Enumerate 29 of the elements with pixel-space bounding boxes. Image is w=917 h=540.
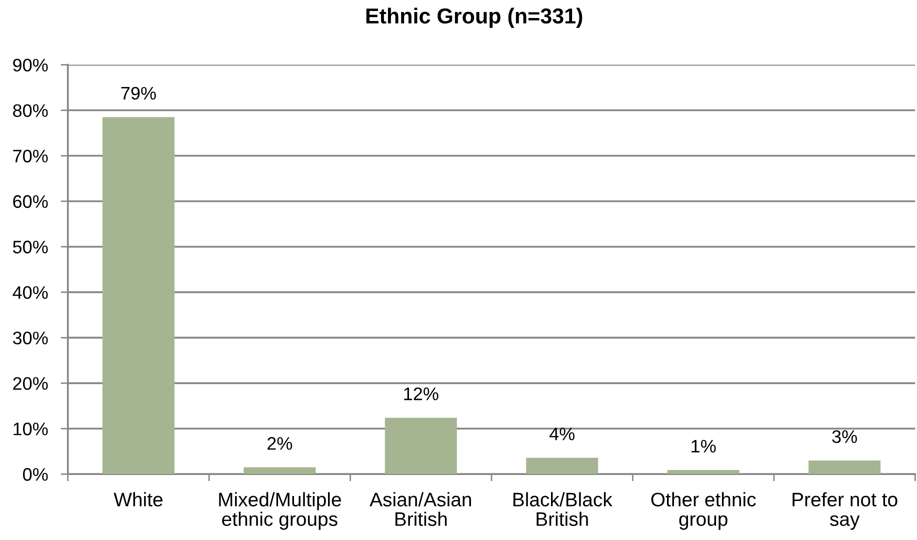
data-label: 12% (404, 387, 438, 400)
y-tick-label: 80% (13, 104, 48, 117)
x-tick-label: Mixed/Multiple ethnic groups (219, 492, 341, 530)
y-tick-label: 30% (12, 332, 48, 344)
x-tick-label: Black/Black British (513, 492, 612, 526)
bar (808, 460, 881, 474)
bar (526, 458, 598, 474)
bar (384, 418, 457, 474)
data-label: 4% (549, 428, 575, 440)
y-tick-label: 60% (13, 195, 48, 208)
y-tick-label: 10% (14, 422, 48, 436)
bar (102, 117, 174, 474)
chart-title: Ethnic Group (n=331) (366, 8, 582, 28)
y-tick-label: 90% (13, 58, 48, 72)
y-tick-label: 70% (13, 150, 48, 162)
bar (667, 470, 740, 474)
y-tick-label: 40% (12, 286, 48, 299)
data-label: 3% (832, 430, 857, 444)
x-tick-label: White (114, 492, 162, 506)
x-tick-label: Other ethnic group (651, 492, 756, 530)
y-tick-label: 0% (23, 468, 48, 481)
y-tick-label: 50% (13, 240, 48, 254)
bar (244, 467, 316, 474)
data-label: 79% (121, 86, 156, 100)
y-tick-label: 20% (13, 377, 48, 390)
x-tick-label: Prefer not to say (792, 492, 898, 530)
x-tick-label: Asian/Asian British (370, 492, 471, 526)
data-label: 2% (268, 437, 292, 450)
data-label: 1% (692, 440, 716, 452)
